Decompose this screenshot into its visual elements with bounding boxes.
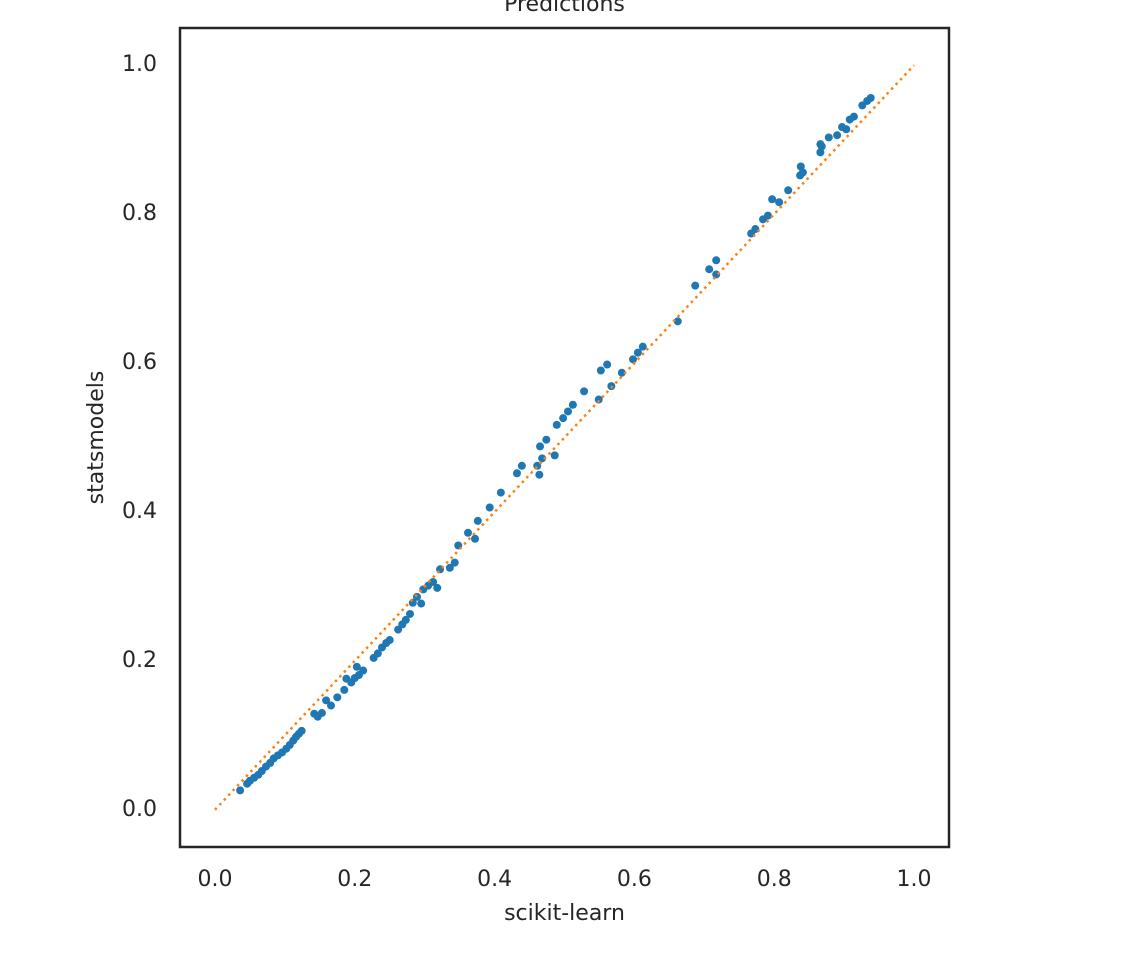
point bbox=[385, 636, 394, 645]
point bbox=[763, 211, 772, 220]
x-tick-label: 0.2 bbox=[337, 867, 372, 892]
point bbox=[775, 198, 784, 207]
point bbox=[322, 696, 331, 705]
point bbox=[784, 186, 793, 195]
y-tick-label: 0.2 bbox=[122, 648, 157, 673]
point bbox=[798, 168, 807, 177]
x-tick-label: 0.8 bbox=[757, 867, 792, 892]
point bbox=[824, 133, 833, 142]
point bbox=[673, 317, 682, 326]
point bbox=[359, 666, 368, 675]
y-tick-label: 0.0 bbox=[122, 797, 157, 822]
point bbox=[471, 534, 480, 543]
point bbox=[417, 599, 426, 608]
point bbox=[445, 563, 454, 572]
point bbox=[412, 592, 421, 601]
y-axis-label: statsmodels bbox=[84, 371, 109, 505]
point bbox=[473, 516, 482, 525]
chart-title: Predictions bbox=[504, 0, 625, 17]
point bbox=[768, 195, 777, 204]
point bbox=[866, 93, 875, 102]
point bbox=[485, 503, 494, 512]
point bbox=[596, 366, 605, 375]
point bbox=[816, 140, 825, 149]
point bbox=[317, 708, 326, 717]
point bbox=[327, 701, 336, 710]
point bbox=[568, 400, 577, 409]
point bbox=[580, 387, 589, 396]
point bbox=[833, 131, 842, 140]
point bbox=[691, 281, 700, 290]
point bbox=[842, 125, 851, 134]
y-tick-label: 0.6 bbox=[122, 350, 157, 375]
point bbox=[638, 342, 647, 351]
point bbox=[712, 256, 721, 265]
point bbox=[559, 414, 568, 423]
point bbox=[429, 577, 438, 586]
reference-line bbox=[214, 64, 915, 811]
point bbox=[538, 454, 547, 463]
point bbox=[617, 368, 626, 377]
y-tick-label: 0.8 bbox=[122, 201, 157, 226]
point bbox=[340, 685, 349, 694]
point bbox=[550, 451, 559, 460]
point bbox=[297, 726, 306, 735]
point bbox=[333, 693, 342, 702]
x-tick-label: 1.0 bbox=[897, 867, 932, 892]
x-tick-label: 0.4 bbox=[477, 867, 512, 892]
point bbox=[496, 488, 505, 497]
x-axis-label: scikit-learn bbox=[504, 901, 625, 926]
point bbox=[406, 609, 415, 618]
point bbox=[352, 662, 361, 671]
y-tick-label: 0.4 bbox=[122, 499, 157, 524]
point bbox=[236, 786, 245, 795]
point bbox=[536, 442, 545, 451]
y-tick-label: 1.0 bbox=[122, 52, 157, 77]
point bbox=[629, 355, 638, 364]
point bbox=[450, 558, 459, 567]
point bbox=[594, 395, 603, 404]
plot-frame bbox=[178, 26, 951, 849]
point bbox=[603, 360, 612, 369]
point bbox=[464, 528, 473, 537]
point bbox=[816, 148, 825, 157]
point bbox=[633, 348, 642, 357]
point bbox=[433, 583, 442, 592]
point bbox=[373, 649, 382, 658]
x-tick-label: 0.6 bbox=[617, 867, 652, 892]
point bbox=[517, 461, 526, 470]
point bbox=[563, 407, 572, 416]
point bbox=[552, 420, 561, 429]
point bbox=[849, 112, 858, 121]
point bbox=[401, 615, 410, 624]
point bbox=[535, 470, 544, 479]
point bbox=[705, 265, 714, 274]
point bbox=[542, 435, 551, 444]
x-tick-label: 0.0 bbox=[197, 867, 232, 892]
point bbox=[512, 469, 521, 478]
